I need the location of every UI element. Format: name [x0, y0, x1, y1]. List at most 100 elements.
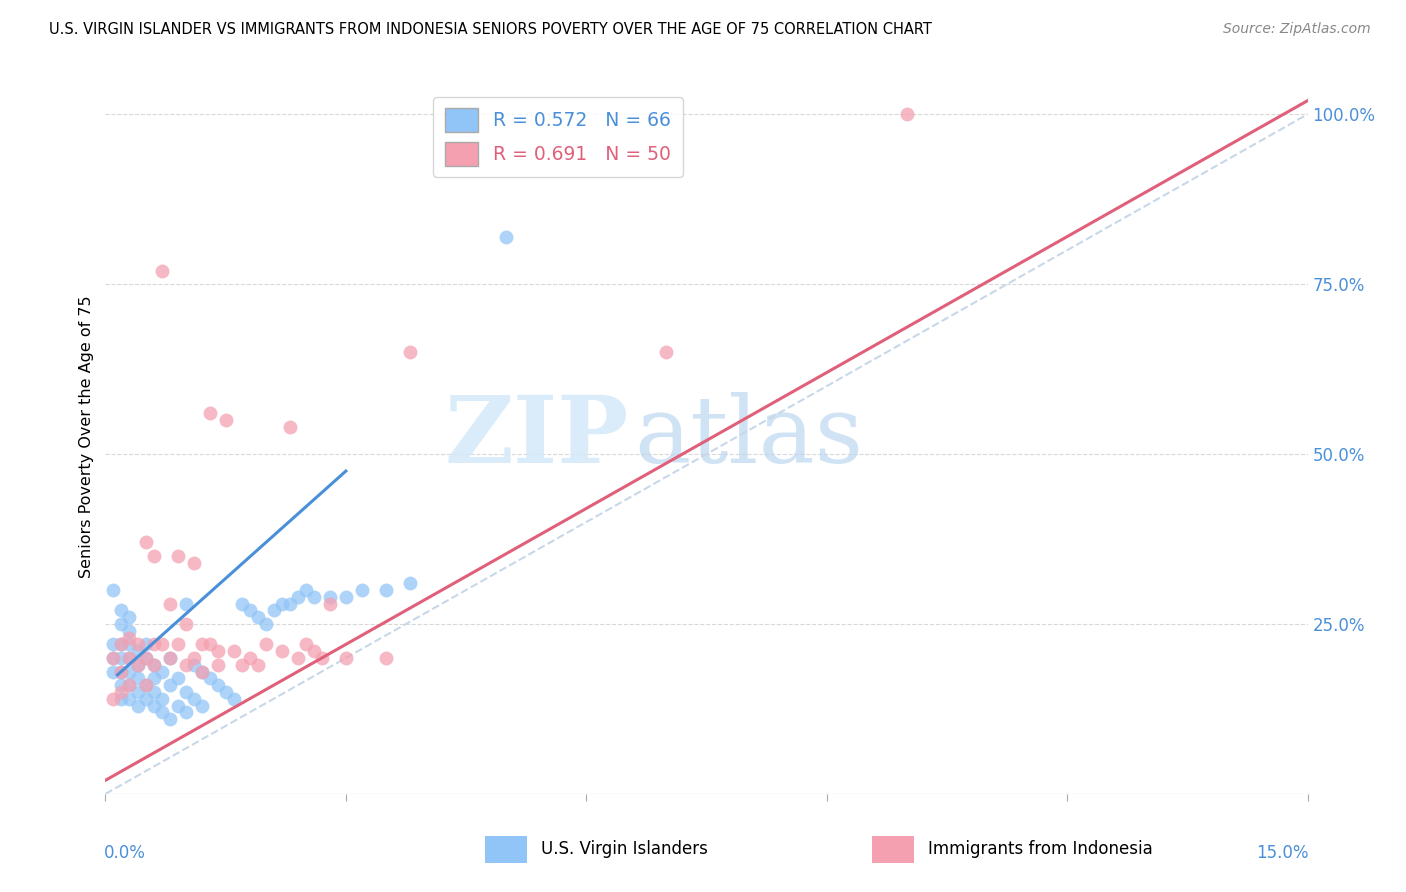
- Point: [222, 691, 245, 706]
- Point: [159, 712, 181, 726]
- Point: [319, 597, 342, 611]
- Point: [135, 678, 157, 692]
- Point: [319, 590, 342, 604]
- Point: [110, 665, 132, 679]
- Legend: R = 0.572   N = 66, R = 0.691   N = 50: R = 0.572 N = 66, R = 0.691 N = 50: [433, 97, 682, 177]
- Point: [118, 651, 141, 665]
- Point: [110, 637, 132, 651]
- Point: [278, 597, 301, 611]
- Point: [270, 597, 292, 611]
- Point: [207, 678, 229, 692]
- Point: [174, 617, 197, 632]
- Point: [311, 651, 333, 665]
- Point: [110, 665, 132, 679]
- Point: [110, 651, 132, 665]
- Point: [198, 637, 221, 651]
- Point: [110, 603, 132, 617]
- Point: [302, 644, 325, 658]
- Point: [142, 657, 165, 672]
- Point: [374, 651, 398, 665]
- Point: [166, 549, 188, 563]
- Point: [159, 651, 181, 665]
- Y-axis label: Seniors Poverty Over the Age of 75: Seniors Poverty Over the Age of 75: [79, 296, 94, 578]
- Text: U.S. VIRGIN ISLANDER VS IMMIGRANTS FROM INDONESIA SENIORS POVERTY OVER THE AGE O: U.S. VIRGIN ISLANDER VS IMMIGRANTS FROM …: [49, 22, 932, 37]
- Point: [270, 644, 292, 658]
- Point: [159, 678, 181, 692]
- Text: Immigrants from Indonesia: Immigrants from Indonesia: [928, 840, 1153, 858]
- Point: [118, 678, 141, 692]
- Point: [174, 597, 197, 611]
- Point: [127, 657, 149, 672]
- Point: [110, 691, 132, 706]
- Point: [302, 590, 325, 604]
- Point: [118, 691, 141, 706]
- Point: [118, 631, 141, 645]
- Point: [142, 657, 165, 672]
- Point: [118, 637, 141, 651]
- Point: [127, 698, 149, 713]
- Text: Source: ZipAtlas.com: Source: ZipAtlas.com: [1223, 22, 1371, 37]
- Point: [159, 651, 181, 665]
- Point: [159, 597, 181, 611]
- Point: [135, 691, 157, 706]
- Point: [150, 637, 173, 651]
- Point: [246, 610, 269, 624]
- Point: [335, 651, 357, 665]
- Point: [127, 685, 149, 699]
- Point: [103, 691, 125, 706]
- Point: [127, 657, 149, 672]
- Point: [166, 637, 188, 651]
- Point: [103, 582, 125, 597]
- Point: [135, 535, 157, 549]
- Point: [222, 644, 245, 658]
- Point: [207, 644, 229, 658]
- Text: U.S. Virgin Islanders: U.S. Virgin Islanders: [541, 840, 709, 858]
- Point: [135, 651, 157, 665]
- Point: [135, 678, 157, 692]
- Point: [239, 603, 262, 617]
- Point: [110, 637, 132, 651]
- Point: [896, 107, 918, 121]
- Point: [118, 651, 141, 665]
- Point: [127, 671, 149, 685]
- Text: 0.0%: 0.0%: [104, 844, 146, 862]
- Point: [374, 582, 398, 597]
- Point: [263, 603, 285, 617]
- Point: [190, 698, 212, 713]
- Point: [655, 345, 678, 359]
- Point: [254, 617, 277, 632]
- Point: [295, 637, 318, 651]
- Point: [135, 637, 157, 651]
- Point: [127, 644, 149, 658]
- Point: [198, 406, 221, 420]
- Point: [150, 263, 173, 277]
- Point: [278, 420, 301, 434]
- Point: [150, 706, 173, 720]
- Point: [350, 582, 373, 597]
- Point: [214, 413, 236, 427]
- Point: [166, 671, 188, 685]
- Point: [198, 671, 221, 685]
- Point: [103, 637, 125, 651]
- Point: [214, 685, 236, 699]
- Point: [110, 678, 132, 692]
- Point: [231, 657, 253, 672]
- Point: [183, 556, 205, 570]
- Point: [150, 665, 173, 679]
- Point: [103, 651, 125, 665]
- Point: [127, 637, 149, 651]
- Text: 15.0%: 15.0%: [1257, 844, 1309, 862]
- Point: [142, 698, 165, 713]
- Point: [495, 229, 517, 244]
- Point: [103, 665, 125, 679]
- Point: [183, 691, 205, 706]
- Point: [183, 651, 205, 665]
- Point: [246, 657, 269, 672]
- Point: [118, 610, 141, 624]
- Point: [254, 637, 277, 651]
- Point: [239, 651, 262, 665]
- Point: [103, 651, 125, 665]
- Point: [174, 657, 197, 672]
- Point: [118, 665, 141, 679]
- Point: [399, 576, 422, 591]
